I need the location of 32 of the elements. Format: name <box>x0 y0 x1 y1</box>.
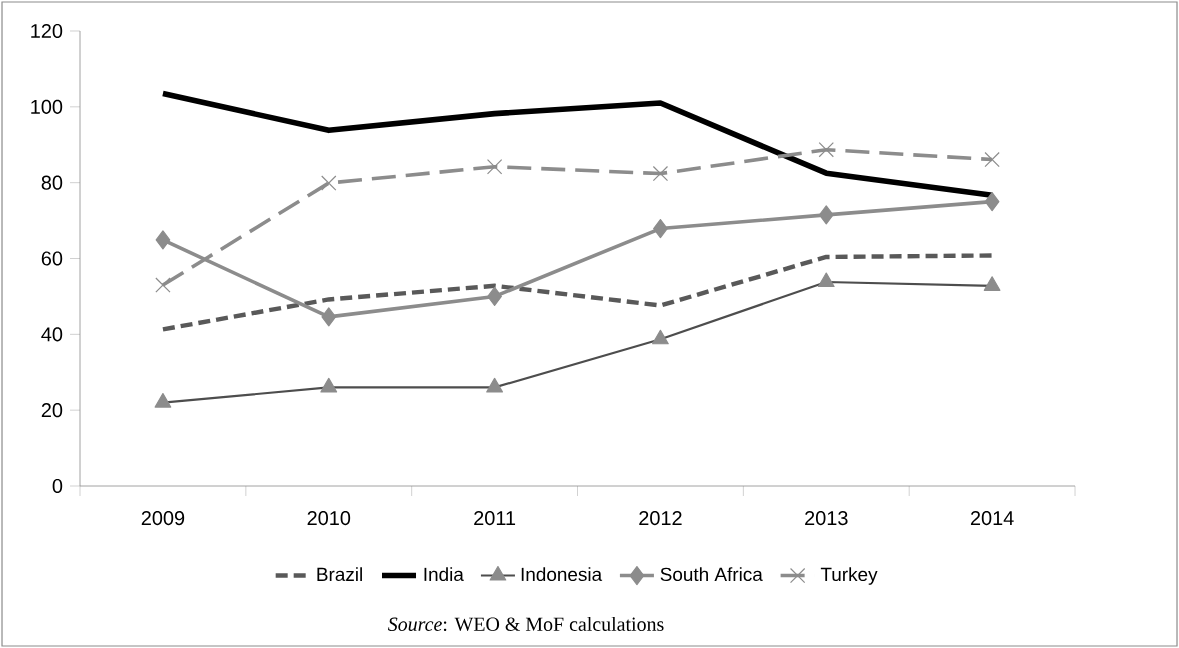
legend-label: India <box>424 567 464 582</box>
point <box>818 142 834 158</box>
legend-label: South Africa <box>660 567 763 582</box>
y-tick-label: 60 <box>41 251 63 266</box>
y-tick-label: 120 <box>31 23 63 39</box>
point <box>486 159 503 175</box>
text: Source: WEO & MoF calculations <box>387 616 664 632</box>
point <box>984 192 1000 212</box>
x-tick-label: 2009 <box>141 511 185 526</box>
point <box>487 286 502 307</box>
y-tick-label: 80 <box>41 175 63 190</box>
x-tick-label: 2010 <box>307 511 351 526</box>
x-tick-label: 2011 <box>474 511 516 526</box>
y-tick-label: 40 <box>41 327 63 342</box>
legend-label: Turkey <box>820 567 878 585</box>
point <box>321 175 337 191</box>
point <box>984 151 1000 168</box>
point <box>818 205 834 225</box>
point <box>321 307 337 327</box>
legend-label: Indonesia <box>521 567 603 582</box>
point <box>155 230 171 250</box>
y-tick-label: 0 <box>52 478 63 494</box>
y-tick-label: 100 <box>31 99 63 114</box>
legend-label: Brazil <box>317 567 362 582</box>
line-series <box>160 253 995 332</box>
point <box>653 218 668 239</box>
point <box>652 165 669 182</box>
x-tick-label: 2012 <box>639 511 682 526</box>
point <box>155 277 171 293</box>
x-tick-label: 2014 <box>970 511 1014 526</box>
y-tick-label: 20 <box>41 403 63 418</box>
x-tick-label: 2013 <box>805 511 848 526</box>
